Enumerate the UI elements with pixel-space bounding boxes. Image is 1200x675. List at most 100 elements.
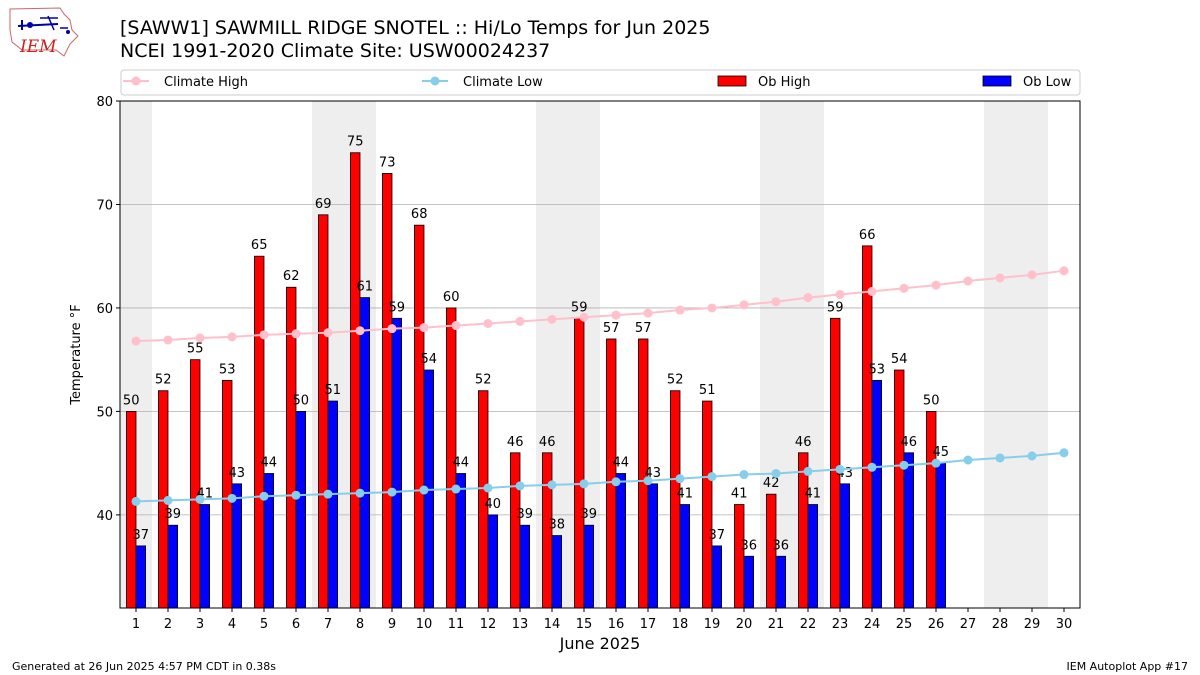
x-tick-label: 9 bbox=[388, 617, 396, 632]
bar-ob-high bbox=[317, 214, 329, 609]
climate-high-point bbox=[803, 293, 813, 303]
bar-ob-low bbox=[775, 555, 787, 609]
bar-ob-low bbox=[743, 555, 755, 609]
climate-high-point bbox=[867, 286, 877, 296]
legend-swatch-ob-high bbox=[717, 75, 747, 87]
climate-high-point bbox=[195, 333, 205, 343]
x-tick-label: 10 bbox=[416, 617, 433, 632]
label-ob-high: 59 bbox=[827, 300, 844, 315]
x-tick-label: 13 bbox=[512, 617, 529, 632]
label-ob-high: 59 bbox=[571, 300, 588, 315]
bar-ob-high bbox=[189, 359, 201, 609]
label-ob-high: 68 bbox=[411, 207, 428, 222]
bar-ob-low bbox=[807, 504, 819, 609]
bar-ob-high bbox=[606, 338, 617, 609]
climate-high-point bbox=[707, 303, 717, 313]
climate-low-point bbox=[835, 464, 845, 474]
climate-high-point bbox=[515, 316, 525, 326]
legend-label: Ob Low bbox=[1023, 75, 1072, 90]
climate-low-point bbox=[579, 479, 589, 489]
chart-subtitle: NCEI 1991-2020 Climate Site: USW00024237 bbox=[120, 40, 551, 62]
bar-ob-low bbox=[135, 545, 147, 609]
climate-low-point bbox=[931, 458, 941, 468]
label-ob-high: 41 bbox=[731, 487, 748, 502]
label-ob-high: 54 bbox=[891, 352, 908, 367]
climate-high-point bbox=[547, 314, 557, 324]
label-ob-low: 39 bbox=[581, 507, 598, 522]
y-tick-label: 50 bbox=[96, 405, 113, 420]
climate-high-point bbox=[995, 273, 1005, 283]
label-ob-high: 51 bbox=[699, 383, 716, 398]
bar-ob-high bbox=[574, 317, 585, 609]
x-tick-label: 22 bbox=[800, 617, 817, 632]
x-tick-label: 12 bbox=[480, 617, 497, 632]
legend-marker bbox=[430, 76, 440, 86]
x-tick-label: 21 bbox=[768, 617, 785, 632]
x-tick-label: 8 bbox=[356, 617, 364, 632]
bar-ob-low bbox=[647, 483, 659, 609]
bar-ob-high bbox=[509, 452, 521, 609]
bar-ob-low bbox=[583, 524, 595, 609]
label-ob-low: 43 bbox=[229, 466, 246, 481]
x-tick-label: 1 bbox=[132, 617, 140, 632]
bar-ob-high bbox=[381, 173, 393, 609]
climate-high-point bbox=[131, 336, 141, 346]
y-axis-label: Temperature °F bbox=[69, 304, 84, 405]
climate-high-point bbox=[611, 310, 621, 320]
bar-ob-low bbox=[679, 504, 691, 609]
x-tick-label: 5 bbox=[260, 617, 268, 632]
label-ob-low: 59 bbox=[389, 300, 406, 315]
x-tick-label: 17 bbox=[640, 617, 657, 632]
label-ob-high: 53 bbox=[219, 362, 236, 377]
y-tick-label: 70 bbox=[96, 198, 113, 213]
chart-title: [SAWW1] SAWMILL RIDGE SNOTEL :: Hi/Lo Te… bbox=[120, 17, 711, 39]
climate-high-point bbox=[355, 326, 365, 336]
x-tick-label: 2 bbox=[164, 617, 172, 632]
x-tick-label: 28 bbox=[992, 617, 1009, 632]
x-tick-label: 29 bbox=[1024, 617, 1041, 632]
climate-low-point bbox=[323, 489, 333, 499]
bar-ob-low bbox=[871, 379, 883, 609]
label-ob-high: 66 bbox=[859, 228, 876, 243]
climate-high-line bbox=[135, 269, 1065, 343]
label-ob-high: 57 bbox=[635, 321, 652, 336]
x-tick-label: 15 bbox=[576, 617, 593, 632]
climate-low-point bbox=[1027, 451, 1037, 461]
climate-high-point bbox=[451, 321, 461, 331]
bar-ob-low bbox=[903, 452, 915, 609]
bar-ob-low bbox=[487, 514, 499, 609]
climate-low-point bbox=[483, 483, 493, 493]
weekend-band bbox=[984, 101, 1016, 608]
label-ob-high: 46 bbox=[795, 435, 812, 450]
climate-low-point bbox=[163, 495, 173, 505]
bar-ob-low bbox=[391, 317, 403, 609]
bar-ob-high bbox=[126, 411, 137, 609]
label-ob-low: 53 bbox=[869, 362, 886, 377]
bar-ob-low bbox=[711, 545, 723, 609]
label-ob-high: 65 bbox=[251, 238, 268, 253]
label-ob-high: 42 bbox=[763, 476, 780, 491]
x-tick-label: 19 bbox=[704, 617, 721, 632]
climate-low-point bbox=[1059, 448, 1069, 458]
app-label: IEM Autoplot App #17 bbox=[1066, 660, 1189, 673]
climate-low-point bbox=[995, 453, 1005, 463]
iem-logo: IEM bbox=[9, 7, 79, 57]
plot-frame bbox=[119, 100, 1081, 609]
climate-low-point bbox=[515, 481, 525, 491]
bar-ob-high bbox=[734, 504, 745, 609]
x-tick-label: 18 bbox=[672, 617, 689, 632]
x-tick-label: 23 bbox=[832, 617, 849, 632]
label-ob-high: 69 bbox=[315, 197, 332, 212]
climate-low-point bbox=[643, 476, 653, 486]
climate-high-point bbox=[931, 280, 941, 290]
y-tick-label: 60 bbox=[96, 302, 113, 317]
climate-high-point bbox=[419, 323, 429, 333]
generated-timestamp: Generated at 26 Jun 2025 4:57 PM CDT in … bbox=[12, 660, 277, 673]
label-ob-low: 41 bbox=[677, 487, 694, 502]
label-ob-high: 52 bbox=[475, 373, 492, 388]
legend-marker bbox=[131, 76, 141, 86]
climate-high-point bbox=[1059, 266, 1069, 276]
label-ob-high: 50 bbox=[923, 393, 940, 408]
label-ob-low: 44 bbox=[453, 455, 470, 470]
